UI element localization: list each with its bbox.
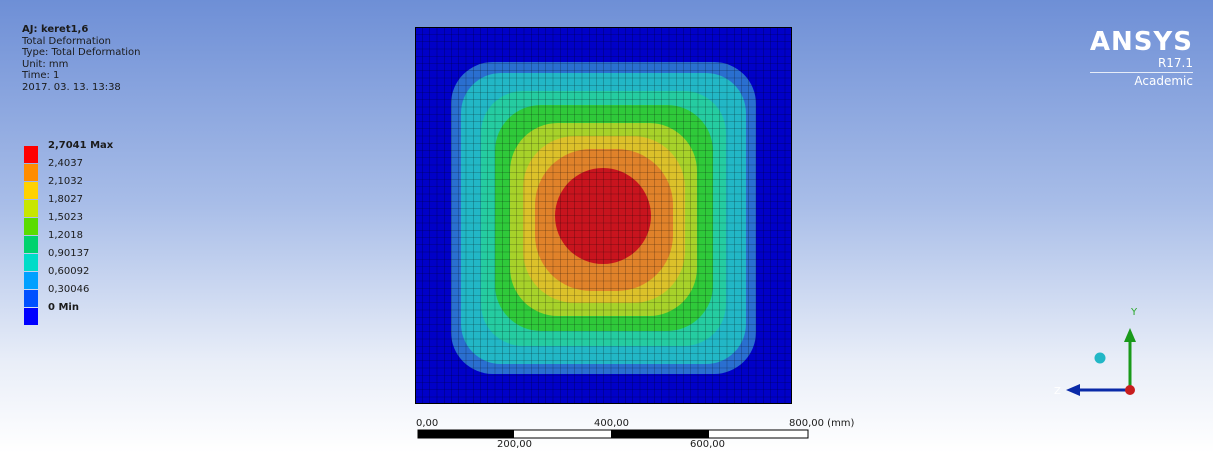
ansys-logo: ANSYS R17.1 Academic bbox=[1089, 27, 1193, 89]
legend-label: 2,1032 bbox=[48, 176, 83, 187]
result-unit: Unit: mm bbox=[22, 58, 69, 70]
legend-label: 0,90137 bbox=[48, 248, 90, 259]
result-type: Type: Total Deformation bbox=[22, 47, 141, 59]
legend-label: 1,2018 bbox=[48, 230, 83, 241]
scale-label-200: 200,00 bbox=[497, 439, 532, 450]
result-date: 2017. 03. 13. 13:38 bbox=[22, 81, 121, 93]
scale-segment bbox=[611, 430, 709, 438]
x-axis-point bbox=[1125, 385, 1135, 395]
analysis-title: AJ: keret1,6 bbox=[22, 24, 89, 35]
result-info: AJ: keret1,6 Total Deformation Type: Tot… bbox=[22, 24, 141, 94]
y-axis-label: Y bbox=[1130, 307, 1138, 318]
coordinate-triad[interactable]: Y Z bbox=[1040, 300, 1150, 410]
legend-swatch bbox=[24, 200, 38, 217]
legend-swatch bbox=[24, 254, 38, 271]
legend-swatch bbox=[24, 290, 38, 307]
legend-swatch bbox=[24, 218, 38, 235]
legend-swatch bbox=[24, 164, 38, 181]
legend-label: 0,60092 bbox=[48, 266, 90, 277]
legend-swatch bbox=[24, 272, 38, 289]
graphics-viewport[interactable] bbox=[415, 27, 792, 404]
scale-label-800: 800,00 (mm) bbox=[789, 418, 855, 429]
edition-label: Academic bbox=[1134, 74, 1193, 88]
mesh-overlay bbox=[415, 27, 792, 404]
legend-label: 0,30046 bbox=[48, 284, 90, 295]
scale-segment bbox=[418, 430, 514, 438]
legend-swatch bbox=[24, 236, 38, 253]
scale-label-600: 600,00 bbox=[690, 439, 725, 450]
iso-view-ball bbox=[1094, 352, 1106, 364]
legend-label: 2,7041 Max bbox=[48, 140, 114, 151]
z-axis-label: Z bbox=[1054, 386, 1061, 397]
result-time: Time: 1 bbox=[22, 70, 60, 82]
legend-swatch bbox=[24, 182, 38, 199]
brand-name: ANSYS bbox=[1089, 27, 1193, 57]
legend-label: 1,8027 bbox=[48, 194, 83, 205]
scale-label-400: 400,00 bbox=[594, 418, 629, 429]
legend-swatch bbox=[24, 146, 38, 163]
scale-label-0: 0,00 bbox=[416, 418, 439, 429]
version-label: R17.1 bbox=[1089, 56, 1193, 73]
legend-swatch bbox=[24, 308, 38, 325]
legend-label: 2,4037 bbox=[48, 158, 83, 169]
result-name: Total Deformation bbox=[22, 35, 111, 47]
legend-label: 0 Min bbox=[48, 302, 79, 313]
legend-label: 1,5023 bbox=[48, 212, 83, 223]
